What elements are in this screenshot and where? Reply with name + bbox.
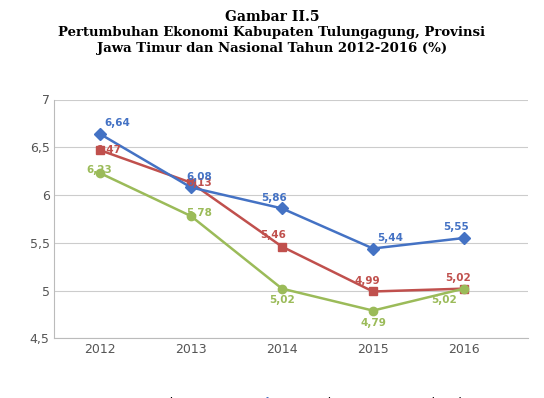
- Text: 5,44: 5,44: [378, 233, 404, 243]
- Text: 5,78: 5,78: [187, 208, 212, 218]
- Text: 6,08: 6,08: [187, 172, 212, 181]
- Text: 5,46: 5,46: [261, 230, 287, 240]
- Text: Gambar II.5: Gambar II.5: [225, 10, 319, 24]
- Legend: Tulungagung, Jawa Timur, Nasional: Tulungagung, Jawa Timur, Nasional: [115, 392, 467, 398]
- Text: 6,23: 6,23: [86, 165, 112, 175]
- Text: 5,02: 5,02: [446, 273, 471, 283]
- Text: 4,99: 4,99: [355, 276, 380, 286]
- Text: 5,86: 5,86: [261, 193, 287, 203]
- Text: Pertumbuhan Ekonomi Kabupaten Tulungagung, Provinsi
Jawa Timur dan Nasional Tahu: Pertumbuhan Ekonomi Kabupaten Tulungagun…: [58, 26, 486, 55]
- Text: 5,02: 5,02: [269, 295, 295, 305]
- Text: 5,02: 5,02: [431, 295, 456, 305]
- Text: 4,79: 4,79: [360, 318, 386, 328]
- Text: 5,55: 5,55: [443, 222, 468, 232]
- Text: 6,64: 6,64: [104, 118, 131, 128]
- Text: 6,13: 6,13: [187, 178, 212, 187]
- Text: 6,47: 6,47: [95, 145, 121, 155]
